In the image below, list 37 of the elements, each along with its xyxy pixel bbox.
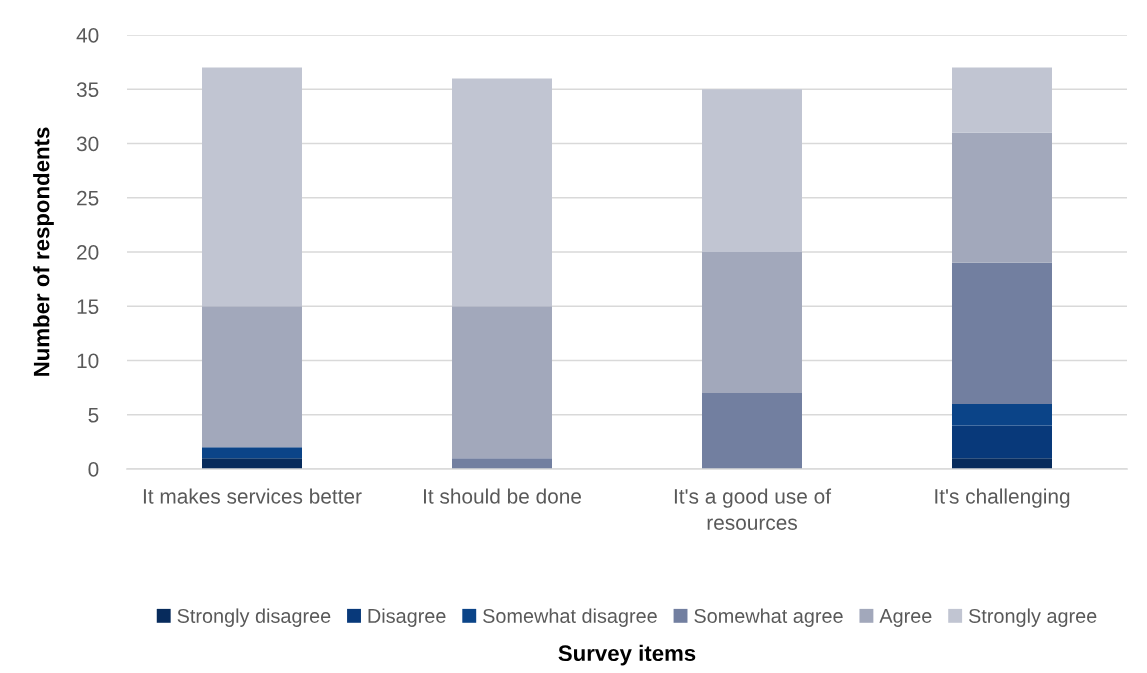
y-tick-label: 10 [77,353,99,369]
bar [702,393,802,469]
bar [952,67,1052,133]
y-tick-label: 40 [76,28,99,43]
bar [952,425,1052,459]
y-axis-title: Number of respondents [33,127,54,376]
legend-label: Somewhat disagree [483,608,657,627]
bar [202,458,302,469]
bar [952,458,1052,469]
y-tick-label: 15 [77,299,99,314]
x-tick-label: It should be done [424,488,582,504]
y-tick-label: 35 [76,82,99,97]
bar [702,252,802,394]
y-tick-label: 5 [88,407,99,423]
bar [952,403,1052,426]
y-tick-label: 20 [77,245,99,260]
x-tick-label: It's challenging [935,488,1070,508]
y-tick-label: 25 [77,190,99,206]
legend-label: Strongly agree [968,608,1097,627]
bar [952,262,1052,404]
bar [202,306,302,448]
bar [702,89,802,252]
x-tick-label: It makes services better [143,488,362,504]
legend-label: Agree [879,609,932,627]
x-tick-label: It's a good use of resources [674,488,832,530]
bar [202,447,302,459]
text: Survey items [558,644,696,666]
bar [452,78,552,307]
bar [952,132,1052,263]
legend-label: Somewhat agree [694,608,843,627]
legend-label: Disagree [368,608,446,627]
bar [202,67,302,307]
bar [452,306,552,459]
y-tick-label: 0 [88,462,99,477]
legend-label: Strongly disagree [177,608,331,627]
bar [452,458,552,469]
y-tick-label: 30 [76,136,99,152]
